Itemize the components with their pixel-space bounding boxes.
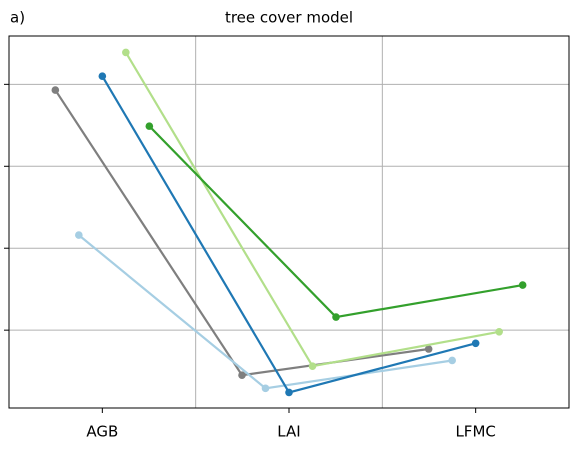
point — [332, 313, 340, 321]
panel-label: a) — [10, 9, 25, 27]
point — [518, 281, 527, 289]
point — [98, 72, 107, 80]
point — [285, 388, 293, 397]
point — [471, 339, 480, 348]
point — [424, 345, 433, 353]
point — [145, 122, 154, 130]
series-line — [78, 234, 453, 390]
plot-frame — [8, 35, 570, 409]
chart-title: tree cover model — [225, 9, 353, 27]
point — [261, 384, 270, 393]
series-line — [101, 75, 476, 394]
point — [51, 86, 60, 94]
series-line — [54, 89, 429, 377]
series-line — [148, 125, 523, 319]
x-tick-label: LFMC — [455, 423, 495, 441]
point — [238, 371, 246, 380]
x-tick-label: AGB — [86, 423, 118, 441]
point — [448, 356, 456, 365]
point — [122, 48, 130, 57]
point — [308, 362, 317, 371]
point — [75, 231, 83, 239]
point — [495, 327, 503, 336]
x-tick-label: LAI — [277, 423, 300, 441]
